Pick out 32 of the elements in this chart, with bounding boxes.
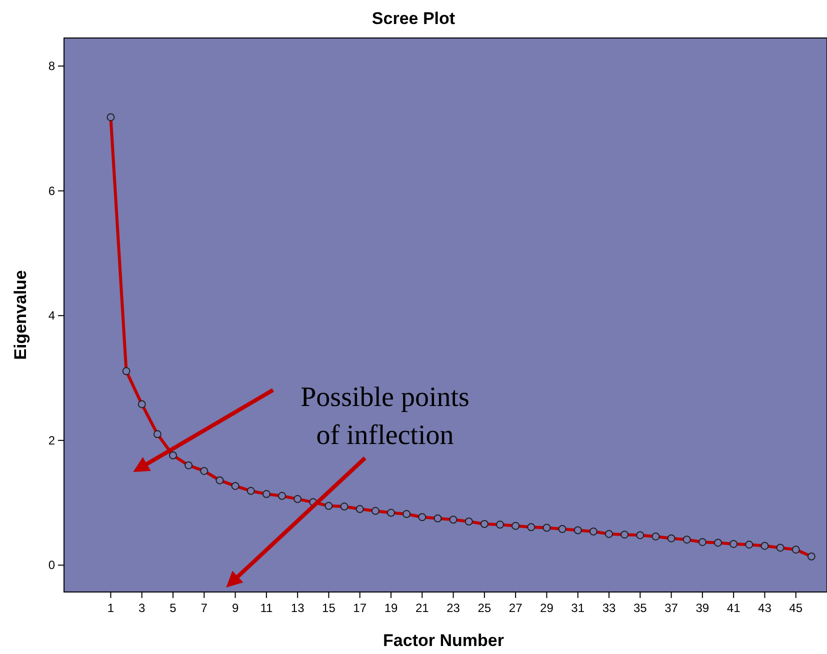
x-tick-label: 11 bbox=[260, 601, 273, 615]
x-tick-label: 35 bbox=[633, 601, 648, 615]
annotation: Possible points of inflection bbox=[300, 382, 470, 451]
y-tick-label: 2 bbox=[48, 433, 56, 448]
x-tick-label: 25 bbox=[478, 601, 492, 615]
x-tick-label: 41 bbox=[726, 601, 741, 615]
y-tick-label: 4 bbox=[48, 308, 56, 323]
x-tick-label: 1 bbox=[107, 601, 114, 615]
x-tick-label: 3 bbox=[138, 601, 146, 615]
y-tick-label: 8 bbox=[48, 59, 56, 74]
x-tick-label: 19 bbox=[384, 601, 398, 615]
x-tick-label: 27 bbox=[508, 601, 523, 615]
x-tick-label: 33 bbox=[602, 601, 616, 615]
x-tick-label: 5 bbox=[170, 601, 177, 615]
x-tick-label: 29 bbox=[540, 601, 554, 615]
x-tick-label: 37 bbox=[664, 601, 678, 615]
x-axis-title: Factor Number bbox=[383, 631, 504, 650]
x-tick-label: 43 bbox=[758, 601, 772, 615]
chart-title: Scree Plot bbox=[372, 9, 456, 28]
x-tick-label: 31 bbox=[571, 601, 585, 615]
x-tick-label: 45 bbox=[789, 601, 803, 615]
x-tick-label: 21 bbox=[415, 601, 430, 615]
x-tick-label: 15 bbox=[322, 601, 336, 615]
x-tick-label: 9 bbox=[232, 601, 239, 615]
y-axis-title: Eigenvalue bbox=[11, 270, 30, 360]
x-tick-label: 23 bbox=[446, 601, 460, 615]
x-tick-label: 17 bbox=[353, 601, 367, 615]
x-tick-label: 13 bbox=[290, 601, 305, 615]
x-tick-label: 39 bbox=[696, 601, 710, 615]
y-tick-label: 0 bbox=[48, 558, 56, 572]
y-tick-label: 6 bbox=[48, 184, 56, 198]
x-tick-label: 7 bbox=[200, 601, 208, 615]
